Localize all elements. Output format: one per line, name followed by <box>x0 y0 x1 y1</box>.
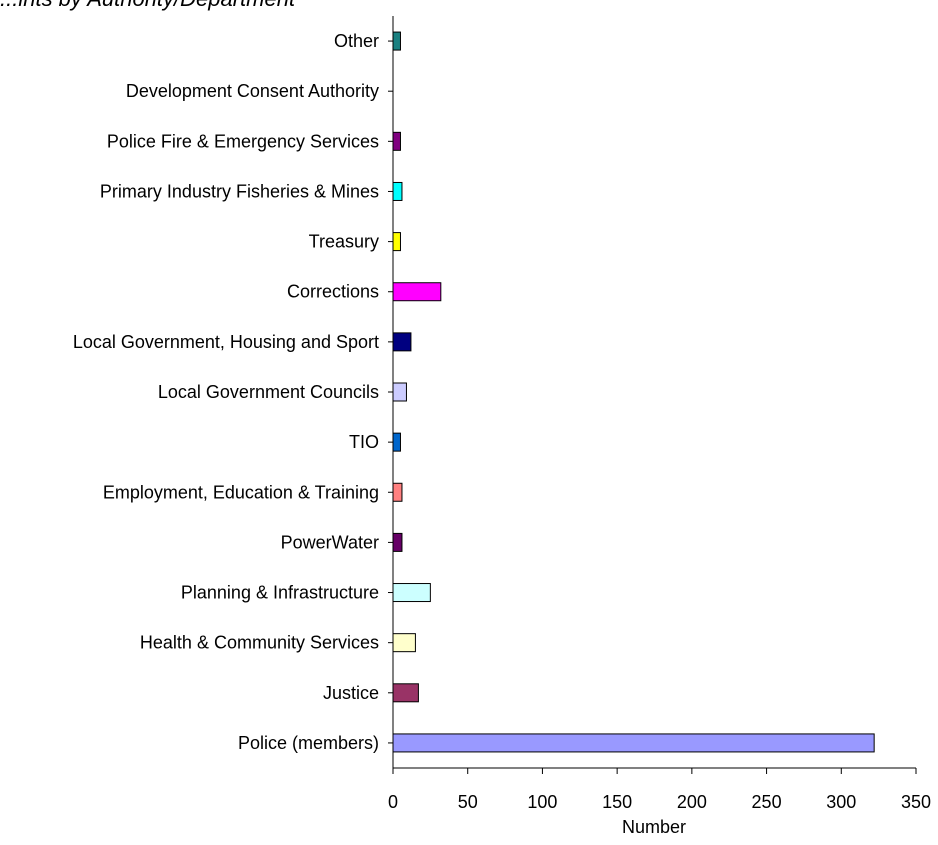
bar <box>392 382 407 402</box>
bar <box>392 482 403 502</box>
x-axis-label: Number <box>622 817 686 837</box>
x-tick-label: 0 <box>388 792 398 812</box>
category-label: Treasury <box>309 232 379 252</box>
category-label: Police (members) <box>238 733 379 753</box>
x-tick-label: 350 <box>901 792 931 812</box>
category-label: Health & Community Services <box>140 633 379 653</box>
x-tick-label: 150 <box>602 792 632 812</box>
category-label: Primary Industry Fisheries & Mines <box>100 181 379 201</box>
chart-title: ...ints by Authority/Department <box>0 0 295 12</box>
category-label: Corrections <box>287 282 379 302</box>
bar <box>392 31 401 51</box>
category-label: Justice <box>323 683 379 703</box>
x-axis: 0 50 100 150 200 250 300 350 <box>388 16 931 812</box>
bar <box>392 583 431 603</box>
bar <box>392 683 419 703</box>
bar <box>392 432 401 452</box>
bar <box>392 633 416 653</box>
bar <box>392 332 412 352</box>
x-tick-label: 100 <box>527 792 557 812</box>
bar <box>392 131 401 151</box>
bars-layer <box>392 31 875 753</box>
x-tick-label: 300 <box>826 792 856 812</box>
category-label: Development Consent Authority <box>126 81 379 101</box>
bar <box>392 181 403 201</box>
category-label: Planning & Infrastructure <box>181 583 379 603</box>
category-label: Police Fire & Emergency Services <box>107 131 379 151</box>
bar <box>392 282 442 302</box>
category-labels: Other Development Consent Authority Police… <box>73 31 379 753</box>
category-label: Employment, Education & Training <box>103 482 379 502</box>
category-label: PowerWater <box>281 532 379 552</box>
bar <box>392 733 875 753</box>
category-label: Local Government Councils <box>158 382 379 402</box>
bar <box>392 532 403 552</box>
bar <box>392 232 401 252</box>
category-label: TIO <box>349 432 379 452</box>
x-tick-label: 200 <box>677 792 707 812</box>
category-label: Local Government, Housing and Sport <box>73 332 379 352</box>
x-tick-label: 50 <box>458 792 478 812</box>
x-tick-label: 250 <box>752 792 782 812</box>
category-label: Other <box>334 31 379 51</box>
